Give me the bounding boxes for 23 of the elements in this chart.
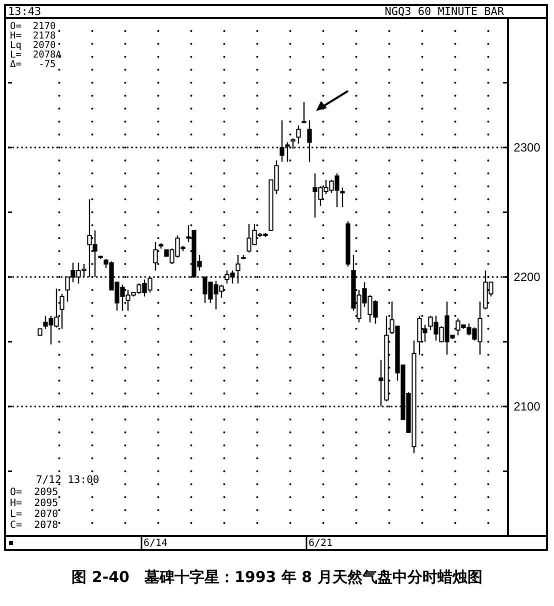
annotation: L= 2070 [10,509,58,520]
y-tick-label: 2100 [514,400,541,414]
annotation: C= 2078 [10,520,58,531]
annotation: Lq 2070 [10,40,56,51]
candlestick [296,124,301,144]
candlestick [60,293,64,330]
text: 图 2-40 墓碑十字星：1993 年 8 月天然气盘中分时蜡烛图 [72,568,482,586]
annotation: NGQ3 60 MINUTE BAR [384,5,504,18]
candlestick [153,241,158,272]
y-tick-label: 2200 [514,270,541,284]
annotation: 13:43 [8,5,42,18]
x-tick-label: 6/21 [308,538,333,549]
candlestick [340,187,345,208]
x-tick-label: 6/14 [143,538,168,549]
annotation: Δ= -75 [10,59,56,70]
annotation: L= 2078A [10,50,62,60]
annotation: O= 2095 [10,487,58,498]
annotation: O= 2170 [10,21,56,32]
annotation: 7/12 13:00 [36,474,100,486]
annotation: H= 2178 [10,30,56,42]
candlestick [302,102,306,124]
y-tick-label: 2300 [514,140,541,155]
annotation: H= 2095 [10,498,58,509]
